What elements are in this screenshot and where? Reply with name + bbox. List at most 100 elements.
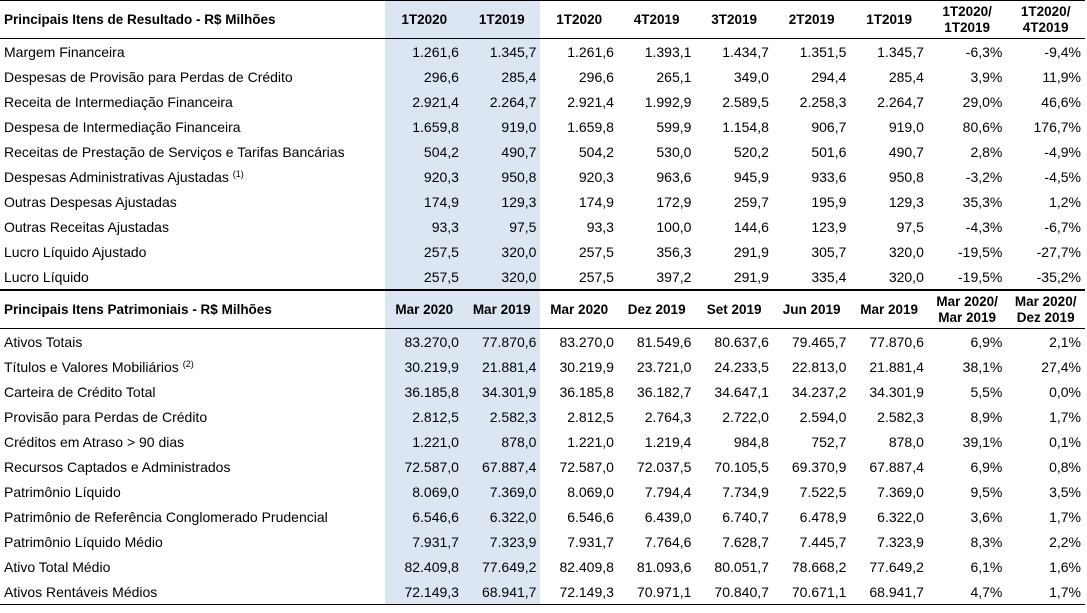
value-cell: 919,0: [462, 114, 541, 139]
table-row: Ativos Rentáveis Médios 72.149,3 68.941,7 7…: [0, 579, 1085, 605]
value-cell: 7.369,0: [462, 479, 541, 504]
value-cell: 70.671,1: [772, 579, 851, 605]
value-cell: 81.093,6: [636, 558, 692, 575]
column-header: 4T2019: [617, 0, 696, 39]
value-cell: 984,8: [733, 433, 769, 450]
value-cell: 3,5%: [1049, 483, 1081, 500]
value-cell: 259,7: [733, 193, 769, 210]
row-label: Lucro Líquido: [4, 268, 89, 285]
value-cell: 6.478,9: [799, 508, 847, 525]
row-label: Receita de Intermediação Financeira: [4, 93, 233, 110]
row-label: Créditos em Atraso > 90 dias: [4, 433, 185, 450]
value-cell: 2.264,7: [462, 89, 541, 114]
value-cell: 77.870,6: [869, 333, 924, 350]
value-cell: 285,4: [888, 68, 924, 85]
value-cell: 349,0: [733, 68, 769, 85]
value-cell: 1.219,4: [644, 433, 692, 450]
value-cell: 6.740,7: [722, 508, 769, 525]
row-label: Margem Financeira: [4, 43, 125, 60]
table-row: Despesa de Intermediação Financeira 1.659…: [0, 114, 1085, 139]
value-cell: 501,6: [811, 143, 847, 160]
row-label: Patrimônio Líquido Médio: [4, 533, 163, 550]
value-cell: 21.881,4: [462, 354, 541, 379]
value-cell: 2.812,5: [385, 404, 463, 429]
value-cell: 599,9: [656, 118, 692, 135]
row-label-cell: Receita de Intermediação Financeira: [0, 89, 385, 114]
value-cell: 2.264,7: [877, 93, 924, 110]
section-header-row: Principais Itens de Resultado - R$ Milhõ…: [0, 0, 1085, 39]
value-cell: 257,5: [385, 239, 463, 264]
table-row: Recursos Captados e Administrados 72.587,…: [0, 454, 1085, 479]
value-cell: 174,9: [578, 193, 614, 210]
row-label-cell: Patrimônio Líquido Médio: [0, 529, 385, 554]
value-cell: 1.992,9: [644, 93, 692, 110]
value-cell: 3,9%: [970, 68, 1003, 85]
value-cell: 356,3: [656, 243, 692, 260]
row-label-cell: Ativo Total Médio: [0, 554, 385, 579]
value-cell: -9,4%: [1044, 43, 1081, 60]
value-cell: 1,7%: [1006, 579, 1085, 605]
value-cell: 78.668,2: [791, 558, 847, 575]
value-cell: 8,3%: [970, 533, 1003, 550]
value-cell: 38,1%: [962, 358, 1003, 375]
value-cell: 80,6%: [962, 118, 1003, 135]
table-row: Lucro Líquido 257,5 320,0 257,5 397,2 291,9 33…: [0, 264, 1085, 290]
value-cell: 320,0: [462, 264, 541, 290]
row-label: Títulos e Valores Mobiliários: [4, 358, 179, 375]
row-label: Despesas Administrativas Ajustadas: [4, 168, 229, 185]
value-cell: 39,1%: [962, 433, 1003, 450]
value-cell: 67.887,4: [869, 458, 924, 475]
value-cell: 320,0: [462, 239, 541, 264]
row-label-cell: Ativos Totais: [0, 329, 385, 355]
row-label-cell: Margem Financeira: [0, 39, 385, 65]
value-cell: 2.812,5: [567, 408, 614, 425]
value-cell: 1.659,8: [385, 114, 463, 139]
value-cell: 1.261,6: [567, 43, 614, 60]
value-cell: 6.322,0: [462, 504, 541, 529]
row-label-cell: Títulos e Valores Mobiliários (2): [0, 354, 385, 379]
value-cell: 6.322,0: [877, 508, 924, 525]
value-cell: 1,6%: [1049, 558, 1081, 575]
row-label-cell: Patrimônio de Referência Conglomerado Pr…: [0, 504, 385, 529]
value-cell: 6,9%: [970, 458, 1003, 475]
value-cell: 335,4: [811, 268, 847, 285]
table-row: Títulos e Valores Mobiliários (2) 30.219,…: [0, 354, 1085, 379]
value-cell: 963,6: [656, 168, 692, 185]
value-cell: 257,5: [578, 268, 614, 285]
value-cell: 0,8%: [1049, 458, 1081, 475]
column-header: 1T2020/1T2019: [927, 0, 1007, 39]
value-cell: 21.881,4: [869, 358, 924, 375]
value-cell: 320,0: [888, 243, 924, 260]
table-row: Despesas de Provisão para Perdas de Créd…: [0, 64, 1085, 89]
value-cell: 504,2: [578, 143, 614, 160]
value-cell: 257,5: [578, 243, 614, 260]
value-cell: 7.794,4: [644, 483, 692, 500]
value-cell: 77.649,2: [869, 558, 924, 575]
row-label: Ativos Totais: [4, 333, 83, 350]
row-label-cell: Outras Despesas Ajustadas: [0, 189, 385, 214]
section-title: Principais Itens de Resultado - R$ Milhõ…: [0, 0, 386, 39]
value-cell: 490,7: [888, 143, 924, 160]
table-row: Créditos em Atraso > 90 dias 1.221,0 878,0…: [0, 429, 1085, 454]
table-row: Receitas de Prestação de Serviços e Tari…: [0, 139, 1085, 164]
value-cell: 72.149,3: [385, 579, 463, 605]
value-cell: -27,7%: [1036, 243, 1081, 260]
value-cell: 1.345,7: [877, 43, 924, 60]
table-row: Patrimônio de Referência Conglomerado Pr…: [0, 504, 1085, 529]
column-header: Jun 2019: [772, 289, 851, 329]
section-title: Principais Itens Patrimoniais - R$ Milhõ…: [0, 289, 386, 329]
table-row: Carteira de Crédito Total 36.185,8 34.301,…: [0, 379, 1085, 404]
table-row: Provisão para Perdas de Crédito 2.812,5 2.…: [0, 404, 1085, 429]
table-row: Outras Despesas Ajustadas 174,9 129,3 174,9…: [0, 189, 1085, 214]
row-label-cell: Lucro Líquido Ajustado: [0, 239, 385, 264]
value-cell: 1.393,1: [644, 43, 692, 60]
value-cell: 296,6: [578, 68, 614, 85]
table-row: Patrimônio Líquido Médio 7.931,7 7.323,9 7.…: [0, 529, 1085, 554]
value-cell: 83.270,0: [559, 333, 614, 350]
row-label: Recursos Captados e Administrados: [4, 458, 231, 475]
column-header: Mar 2020: [540, 289, 618, 329]
value-cell: 29,0%: [962, 93, 1003, 110]
value-cell: 22.813,0: [791, 358, 847, 375]
row-label-cell: Outras Receitas Ajustadas: [0, 214, 385, 239]
row-label: Ativo Total Médio: [4, 558, 111, 575]
